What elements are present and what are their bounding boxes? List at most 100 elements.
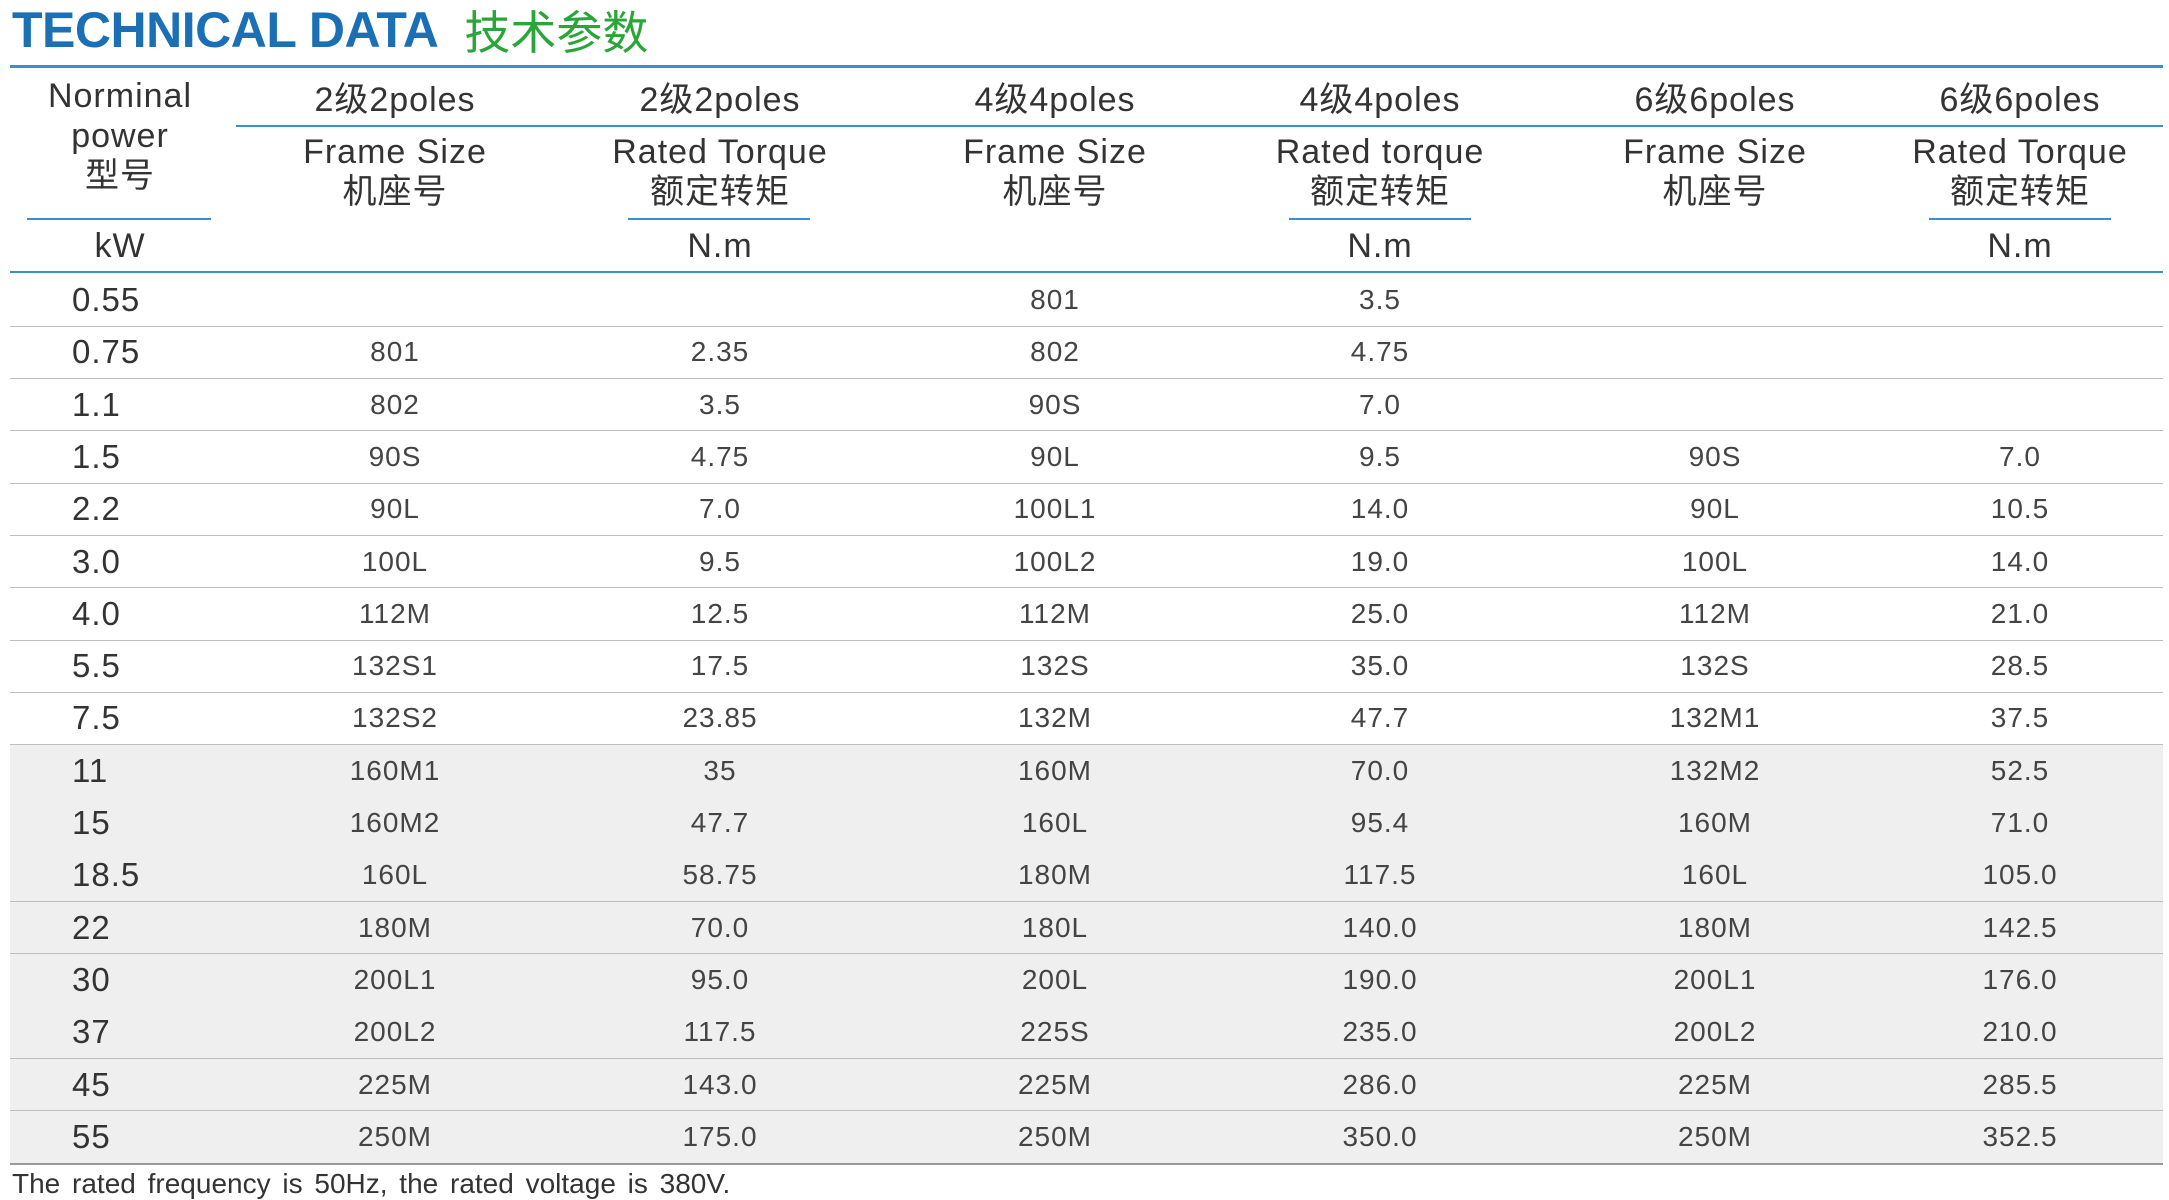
cell-frame-4poles: 90L [1030, 440, 1080, 472]
header-rated-torque-6-en: Rated Torque [1912, 133, 2128, 171]
cell-power: 0.75 [72, 333, 141, 371]
header-rated-torque-6-underline [1929, 218, 2111, 220]
cell-frame-6poles: 200L2 [1673, 1016, 1757, 1048]
cell-power: 4.0 [72, 594, 121, 632]
cell-torque-4poles: 14.0 [1350, 493, 1410, 525]
cell-torque-6poles [1905, 274, 2135, 326]
cell-frame-6poles: 90S [1688, 440, 1742, 472]
title-rule [10, 65, 2163, 68]
cell-frame-6poles: 200L1 [1673, 963, 1757, 995]
cell-torque-6poles: 210.0 [1982, 1016, 2058, 1048]
cell-torque-4poles: 117.5 [1343, 859, 1417, 891]
cell-torque-2poles: 35 [703, 754, 737, 786]
cell-torque-2poles [605, 274, 835, 326]
cell-torque-4poles: 350.0 [1342, 1120, 1418, 1152]
header-rated-torque-4: Rated torque 额定转矩 [1240, 132, 1520, 212]
row-divider [10, 639, 2163, 641]
cell-torque-4poles: 7.0 [1359, 388, 1401, 420]
cell-torque-6poles: 37.5 [1990, 702, 2050, 734]
cell-power: 18.5 [72, 856, 141, 894]
cell-frame-6poles: 250M [1677, 1120, 1753, 1152]
cell-frame-2poles: 132S1 [352, 650, 438, 682]
cell-torque-2poles: 2.35 [690, 336, 750, 368]
header-rated-torque-4-zh: 额定转矩 [1310, 173, 1450, 211]
cell-frame-2poles: 160M1 [349, 754, 441, 786]
cell-torque-6poles: 142.5 [1982, 911, 2058, 943]
cell-power: 30 [72, 960, 111, 998]
cell-frame-2poles: 90S [368, 440, 422, 472]
cell-frame-6poles: 132S [1680, 650, 1750, 682]
cell-torque-6poles [1905, 379, 2135, 431]
header-frame-size-2-zh: 机座号 [342, 173, 448, 211]
table-row: 7.5 132S2 23.85 132M 47.7 132M1 37.5 [10, 692, 2163, 744]
cell-torque-2poles: 17.5 [690, 650, 750, 682]
row-divider [10, 482, 2163, 484]
cell-frame-6poles: 100L [1681, 545, 1749, 577]
cell-frame-4poles: 802 [1030, 336, 1080, 368]
cell-torque-4poles: 19.0 [1350, 545, 1410, 577]
header-frame-size-4: Frame Size 机座号 [920, 132, 1190, 212]
header-rated-torque-2-unit: N.m [687, 227, 753, 265]
cell-frame-2poles: 200L1 [353, 963, 437, 995]
header-power-underline [27, 218, 211, 220]
cell-torque-6poles: 352.5 [1982, 1120, 2058, 1152]
cell-power: 0.55 [72, 281, 141, 318]
cell-frame-2poles: 160M2 [349, 807, 441, 838]
cell-torque-2poles: 70.0 [690, 911, 750, 943]
cell-power: 5.5 [72, 647, 121, 685]
cell-frame-2poles: 801 [370, 336, 420, 368]
cell-power: 7.5 [72, 699, 121, 737]
header-power: Norminal power 型号 [20, 76, 220, 196]
row-divider [10, 378, 2163, 380]
cell-torque-6poles: 21.0 [1990, 597, 2050, 629]
header-power-line3: 型号 [85, 157, 155, 195]
cell-frame-2poles: 225M [357, 1068, 433, 1100]
cell-frame-6poles: 112M [1679, 597, 1751, 629]
header-frame-size-4-zh: 机座号 [1002, 173, 1108, 211]
cell-torque-4poles: 286.0 [1342, 1068, 1418, 1100]
cell-frame-4poles: 160M [1017, 754, 1093, 786]
cell-torque-4poles: 95.4 [1350, 807, 1410, 838]
cell-frame-4poles: 801 [1030, 284, 1080, 315]
cell-frame-2poles: 160L [361, 859, 429, 891]
table-row: 30 200L1 95.0 200L 190.0 200L1 176.0 [10, 953, 2163, 1006]
header-poles-2-frame: 2级2poles [314, 81, 476, 119]
cell-frame-4poles: 250M [1017, 1120, 1093, 1152]
table-row: 45 225M 143.0 225M 286.0 225M 285.5 [10, 1058, 2163, 1111]
cell-torque-6poles: 176.0 [1982, 963, 2058, 995]
cell-frame-6poles: 180M [1677, 911, 1753, 943]
cell-torque-2poles: 47.7 [690, 807, 750, 838]
cell-torque-6poles [1905, 326, 2135, 378]
header-frame-size-4-en: Frame Size [963, 133, 1147, 171]
table-row: 3.0 100L 9.5 100L2 19.0 100L 14.0 [10, 536, 2163, 588]
cell-torque-6poles: 7.0 [1999, 440, 2041, 472]
cell-torque-2poles: 117.5 [683, 1016, 757, 1048]
title-chinese: 技术参数 [464, 6, 649, 60]
header-rated-torque-4-underline [1289, 218, 1471, 220]
header-rated-torque-2-zh: 额定转矩 [650, 173, 790, 211]
cell-torque-4poles: 4.75 [1350, 336, 1410, 368]
cell-frame-6poles: 225M [1677, 1068, 1753, 1100]
table-row: 1.5 90S 4.75 90L 9.5 90S 7.0 [10, 431, 2163, 483]
cell-frame-6poles [1600, 379, 1830, 431]
header-rated-torque-6: Rated Torque 额定转矩 [1880, 132, 2160, 212]
header-frame-size-2: Frame Size 机座号 [260, 132, 530, 212]
cell-frame-6poles: 160M [1677, 807, 1753, 838]
cell-power: 45 [72, 1065, 111, 1103]
cell-frame-6poles: 132M1 [1669, 702, 1761, 734]
header-frame-size-6-en: Frame Size [1623, 133, 1807, 171]
table-row: 1.1 802 3.5 90S 7.0 [10, 379, 2163, 431]
table-row: 0.75 801 2.35 802 4.75 [10, 326, 2163, 378]
cell-frame-6poles: 132M2 [1669, 754, 1761, 786]
header-poles-6-frame: 6级6poles [1634, 81, 1796, 119]
cell-torque-6poles: 14.0 [1990, 545, 2050, 577]
header-power-line2: power [71, 117, 169, 155]
cell-torque-4poles: 47.7 [1350, 702, 1410, 734]
cell-power: 55 [72, 1117, 111, 1155]
header-rated-torque-6-unit: N.m [1987, 227, 2053, 265]
cell-torque-2poles: 95.0 [690, 963, 750, 995]
header-poles-6-torque: 6级6poles [1939, 81, 2101, 119]
cell-frame-4poles: 100L2 [1013, 545, 1097, 577]
table-row: 4.0 112M 12.5 112M 25.0 112M 21.0 [10, 588, 2163, 640]
cell-torque-2poles: 4.75 [690, 440, 750, 472]
